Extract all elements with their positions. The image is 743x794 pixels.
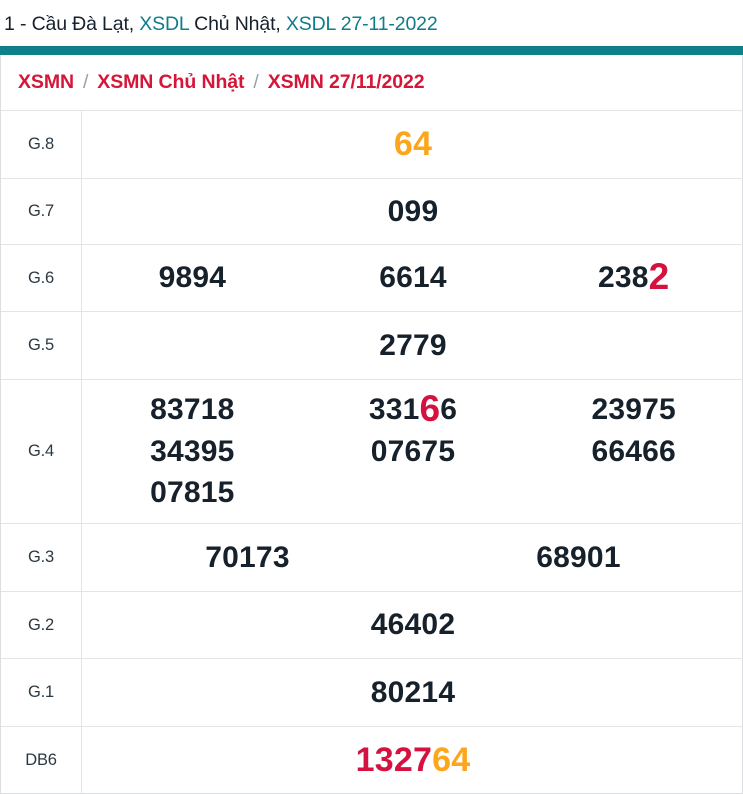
result-number[interactable]: 6614 [303, 257, 524, 298]
prize-label-g6: G.6 [1, 245, 82, 312]
number-line: 07815 [82, 472, 743, 513]
breadcrumb-separator: / [83, 71, 88, 94]
number-line: 099 [82, 191, 743, 232]
lottery-result-page: 1 - Cầu Đà Lạt, XSDL Chủ Nhật, XSDL 27-1… [0, 0, 743, 775]
table-row-g8: G.8 64 [1, 111, 743, 179]
breadcrumb-item-xsmn[interactable]: XSMN [18, 71, 74, 94]
prize-values-g6: 9894 6614 2382 [82, 245, 743, 312]
prize-label-g7: G.7 [1, 179, 82, 245]
teal-accent-bar [0, 46, 743, 55]
table-row-db6: DB6 132764 [1, 727, 743, 794]
prize-values-db6: 132764 [82, 727, 743, 794]
page-title: 1 - Cầu Đà Lạt, XSDL Chủ Nhật, XSDL 27-1… [0, 0, 743, 37]
table-row-g4: G.4 83718 33166 23975 34395 07675 66466 [1, 380, 743, 524]
highlighted-digit: 2 [649, 256, 670, 297]
prize-label-g2: G.2 [1, 592, 82, 659]
result-number[interactable]: 132764 [82, 737, 743, 784]
page-title-prefix: 1 - Cầu Đà Lạt, [4, 13, 139, 35]
result-number[interactable]: 33166 [303, 389, 524, 430]
number-line: 2779 [82, 325, 743, 366]
result-number[interactable]: 07815 [82, 472, 303, 513]
page-title-weekday: Chủ Nhật, [189, 13, 286, 35]
page-title-date-link[interactable]: XSDL 27-11-2022 [286, 13, 438, 35]
result-number[interactable]: 64 [82, 121, 743, 168]
number-plain-part: 331 [369, 393, 420, 426]
number-line: 64 [82, 121, 743, 168]
number-red-part: 1327 [356, 741, 432, 779]
prize-values-g1: 80214 [82, 659, 743, 727]
result-number[interactable]: 70173 [82, 537, 413, 578]
breadcrumb-item-weekday[interactable]: XSMN Chủ Nhật [97, 71, 244, 94]
result-number[interactable]: 9894 [82, 257, 303, 298]
highlighted-digit: 6 [420, 388, 441, 429]
table-row-g5: G.5 2779 [1, 312, 743, 380]
number-line: 46402 [82, 604, 743, 645]
result-number[interactable]: 34395 [82, 431, 303, 472]
prize-values-g8: 64 [82, 111, 743, 179]
table-row-g3: G.3 70173 68901 [1, 524, 743, 592]
prize-values-g7: 099 [82, 179, 743, 245]
result-number[interactable]: 23975 [523, 389, 743, 430]
table-row-g1: G.1 80214 [1, 659, 743, 727]
prize-label-g3: G.3 [1, 524, 82, 592]
prize-values-g4: 83718 33166 23975 34395 07675 66466 0781… [82, 380, 743, 524]
prize-label-g5: G.5 [1, 312, 82, 380]
number-line: 80214 [82, 672, 743, 713]
breadcrumb: XSMN / XSMN Chủ Nhật / XSMN 27/11/2022 [1, 55, 742, 110]
prize-label-g4: G.4 [1, 380, 82, 524]
breadcrumb-item-date[interactable]: XSMN 27/11/2022 [268, 71, 425, 94]
result-number[interactable]: 83718 [82, 389, 303, 430]
number-line: 9894 6614 2382 [82, 257, 743, 298]
result-number[interactable]: 66466 [523, 431, 743, 472]
table-row-g2: G.2 46402 [1, 592, 743, 659]
number-plain-part: 238 [598, 261, 649, 294]
prize-values-g2: 46402 [82, 592, 743, 659]
number-line: 70173 68901 [82, 537, 743, 578]
number-line: 83718 33166 23975 [82, 389, 743, 430]
prize-values-g5: 2779 [82, 312, 743, 380]
prize-values-g3: 70173 68901 [82, 524, 743, 592]
result-number[interactable]: 2382 [523, 257, 743, 298]
prize-label-g1: G.1 [1, 659, 82, 727]
page-title-xsdl-link[interactable]: XSDL [139, 13, 189, 35]
lottery-results-table: G.8 64 G.7 099 [1, 110, 743, 793]
number-line: 132764 [82, 737, 743, 784]
prize-label-g8: G.8 [1, 111, 82, 179]
result-number[interactable]: 68901 [413, 537, 743, 578]
result-number[interactable]: 099 [82, 191, 743, 232]
table-row-g6: G.6 9894 6614 2382 [1, 245, 743, 312]
number-orange-part: 64 [432, 741, 470, 779]
result-number[interactable]: 46402 [82, 604, 743, 645]
result-number[interactable]: 07675 [303, 431, 524, 472]
prize-label-db6: DB6 [1, 727, 82, 794]
result-number[interactable]: 80214 [82, 672, 743, 713]
number-line: 34395 07675 66466 [82, 431, 743, 472]
breadcrumb-separator: / [253, 71, 258, 94]
result-content-box: XSMN / XSMN Chủ Nhật / XSMN 27/11/2022 G… [0, 55, 743, 794]
result-number[interactable]: 2779 [82, 325, 743, 366]
number-plain-part: 6 [440, 393, 457, 426]
table-row-g7: G.7 099 [1, 179, 743, 245]
